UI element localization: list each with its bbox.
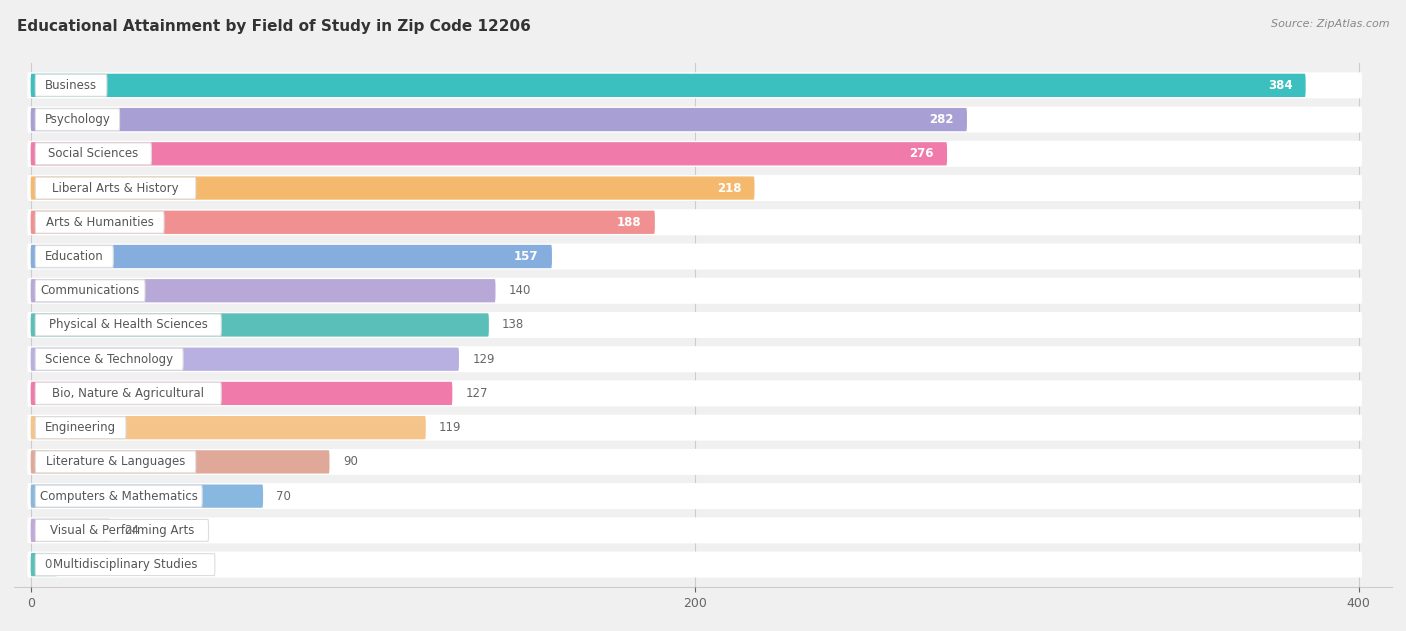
FancyBboxPatch shape: [27, 415, 1362, 440]
Text: 0: 0: [44, 558, 51, 571]
FancyBboxPatch shape: [31, 553, 58, 576]
Text: Science & Technology: Science & Technology: [45, 353, 173, 366]
Text: 218: 218: [717, 182, 741, 194]
Text: 127: 127: [465, 387, 488, 400]
Text: Social Sciences: Social Sciences: [48, 147, 138, 160]
FancyBboxPatch shape: [31, 451, 329, 473]
Text: 70: 70: [277, 490, 291, 503]
Text: Psychology: Psychology: [45, 113, 110, 126]
FancyBboxPatch shape: [35, 245, 114, 268]
FancyBboxPatch shape: [27, 73, 1362, 98]
Text: Communications: Communications: [41, 284, 139, 297]
FancyBboxPatch shape: [31, 416, 426, 439]
Text: 282: 282: [929, 113, 953, 126]
FancyBboxPatch shape: [27, 449, 1362, 475]
Text: 138: 138: [502, 319, 524, 331]
Text: Physical & Health Sciences: Physical & Health Sciences: [49, 319, 208, 331]
FancyBboxPatch shape: [27, 312, 1362, 338]
Text: 119: 119: [439, 421, 461, 434]
Text: Literature & Languages: Literature & Languages: [46, 456, 186, 468]
Text: Arts & Humanities: Arts & Humanities: [46, 216, 153, 229]
FancyBboxPatch shape: [31, 485, 263, 508]
FancyBboxPatch shape: [35, 143, 152, 165]
FancyBboxPatch shape: [27, 346, 1362, 372]
FancyBboxPatch shape: [31, 74, 1306, 97]
FancyBboxPatch shape: [35, 348, 183, 370]
Text: 129: 129: [472, 353, 495, 366]
FancyBboxPatch shape: [35, 177, 195, 199]
FancyBboxPatch shape: [31, 177, 755, 199]
Text: Education: Education: [45, 250, 104, 263]
FancyBboxPatch shape: [27, 244, 1362, 269]
Text: Multidisciplinary Studies: Multidisciplinary Studies: [53, 558, 197, 571]
Text: Liberal Arts & History: Liberal Arts & History: [52, 182, 179, 194]
FancyBboxPatch shape: [31, 519, 110, 542]
FancyBboxPatch shape: [35, 109, 120, 131]
FancyBboxPatch shape: [35, 519, 208, 541]
Text: Business: Business: [45, 79, 97, 92]
FancyBboxPatch shape: [27, 175, 1362, 201]
Text: 157: 157: [515, 250, 538, 263]
FancyBboxPatch shape: [35, 382, 221, 404]
FancyBboxPatch shape: [31, 108, 967, 131]
Text: 90: 90: [343, 456, 357, 468]
FancyBboxPatch shape: [27, 517, 1362, 543]
FancyBboxPatch shape: [31, 279, 495, 302]
FancyBboxPatch shape: [27, 107, 1362, 133]
FancyBboxPatch shape: [27, 278, 1362, 304]
Text: 188: 188: [617, 216, 641, 229]
Text: Visual & Performing Arts: Visual & Performing Arts: [49, 524, 194, 537]
FancyBboxPatch shape: [27, 551, 1362, 577]
FancyBboxPatch shape: [35, 314, 221, 336]
Text: 276: 276: [910, 147, 934, 160]
FancyBboxPatch shape: [35, 416, 127, 439]
Text: Source: ZipAtlas.com: Source: ZipAtlas.com: [1271, 19, 1389, 29]
FancyBboxPatch shape: [31, 245, 553, 268]
Text: 384: 384: [1268, 79, 1292, 92]
Text: Engineering: Engineering: [45, 421, 117, 434]
FancyBboxPatch shape: [27, 141, 1362, 167]
FancyBboxPatch shape: [31, 382, 453, 405]
Text: 24: 24: [124, 524, 139, 537]
FancyBboxPatch shape: [31, 142, 948, 165]
Text: Bio, Nature & Agricultural: Bio, Nature & Agricultural: [52, 387, 204, 400]
FancyBboxPatch shape: [31, 348, 458, 371]
FancyBboxPatch shape: [27, 483, 1362, 509]
FancyBboxPatch shape: [35, 451, 195, 473]
Text: Educational Attainment by Field of Study in Zip Code 12206: Educational Attainment by Field of Study…: [17, 19, 530, 34]
FancyBboxPatch shape: [35, 485, 202, 507]
Text: 140: 140: [509, 284, 531, 297]
FancyBboxPatch shape: [35, 211, 165, 233]
FancyBboxPatch shape: [35, 553, 215, 575]
Text: Computers & Mathematics: Computers & Mathematics: [39, 490, 198, 503]
FancyBboxPatch shape: [35, 280, 145, 302]
FancyBboxPatch shape: [35, 74, 107, 97]
FancyBboxPatch shape: [27, 209, 1362, 235]
FancyBboxPatch shape: [27, 380, 1362, 406]
FancyBboxPatch shape: [31, 314, 489, 336]
FancyBboxPatch shape: [31, 211, 655, 234]
